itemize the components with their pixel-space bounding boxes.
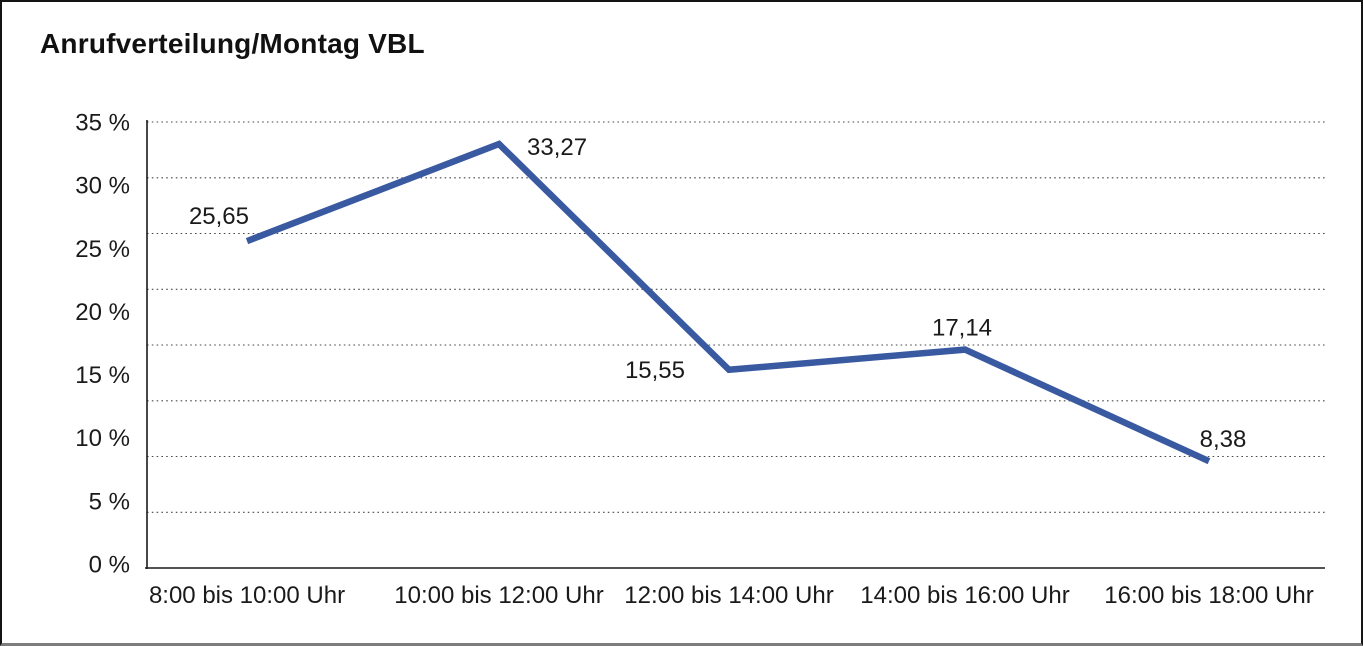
x-tick-label: 14:00 bis 16:00 Uhr <box>860 582 1069 609</box>
value-label: 15,55 <box>625 357 685 384</box>
x-tick-label: 10:00 bis 12:00 Uhr <box>394 582 603 609</box>
value-label: 25,65 <box>189 203 249 230</box>
x-tick-label: 16:00 bis 18:00 Uhr <box>1104 582 1313 609</box>
y-tick-label: 15 % <box>75 362 130 389</box>
axes <box>145 120 1325 569</box>
data-value-labels: 25,65 33,27 15,55 17,14 8,38 <box>189 134 1246 453</box>
data-series <box>245 140 1211 465</box>
y-tick-label: 5 % <box>89 488 130 515</box>
value-label: 33,27 <box>527 134 587 161</box>
gridlines <box>147 121 1325 513</box>
y-tick-label: 35 % <box>75 110 130 137</box>
y-tick-label: 0 % <box>89 552 130 579</box>
x-tick-label: 8:00 bis 10:00 Uhr <box>149 582 345 609</box>
x-axis-tick-labels: 8:00 bis 10:00 Uhr 10:00 bis 12:00 Uhr 12:… <box>149 582 1314 609</box>
x-tick-label: 12:00 bis 14:00 Uhr <box>624 582 833 609</box>
y-tick-label: 20 % <box>75 299 130 326</box>
value-label: 8,38 <box>1200 426 1247 453</box>
y-axis-tick-labels: 35 % 30 % 25 % 20 % 15 % 10 % 5 % 0 % <box>75 110 130 579</box>
y-tick-label: 10 % <box>75 425 130 452</box>
y-tick-label: 30 % <box>75 173 130 200</box>
chart-title: Anrufverteilung/Montag VBL <box>40 28 425 59</box>
value-label: 17,14 <box>932 315 992 342</box>
series-line <box>245 140 1211 465</box>
y-tick-label: 25 % <box>75 236 130 263</box>
